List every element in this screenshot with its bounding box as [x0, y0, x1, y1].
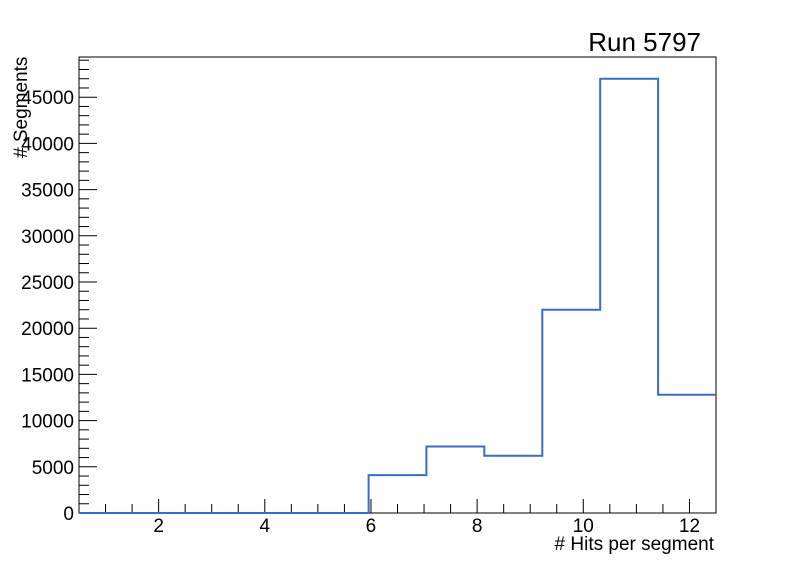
- y-tick-label: 45000: [21, 88, 74, 109]
- x-tick-label: 8: [472, 516, 483, 537]
- y-tick-label: 15000: [21, 365, 74, 386]
- y-tick-label: 35000: [21, 181, 74, 202]
- y-tick-label: 10000: [21, 412, 74, 433]
- y-tick-label: 0: [63, 504, 74, 525]
- x-tick-label: 4: [260, 516, 271, 537]
- x-axis-title: # Hits per segment: [555, 534, 715, 555]
- y-tick-label: 30000: [21, 227, 74, 248]
- y-tick-label: 40000: [21, 134, 74, 155]
- y-tick-label: 20000: [21, 319, 74, 340]
- y-axis-title: # Segments: [11, 57, 32, 158]
- plot-frame: [78, 56, 717, 514]
- y-tick-label: 5000: [32, 458, 74, 479]
- y-tick-label: 25000: [21, 273, 74, 294]
- x-tick-label: 2: [153, 516, 164, 537]
- x-tick-label: 12: [679, 516, 700, 537]
- chart-title: Run 5797: [588, 27, 701, 57]
- histogram-line: [79, 77, 716, 514]
- x-tick-label: 10: [573, 516, 594, 537]
- x-tick-label: 6: [366, 516, 377, 537]
